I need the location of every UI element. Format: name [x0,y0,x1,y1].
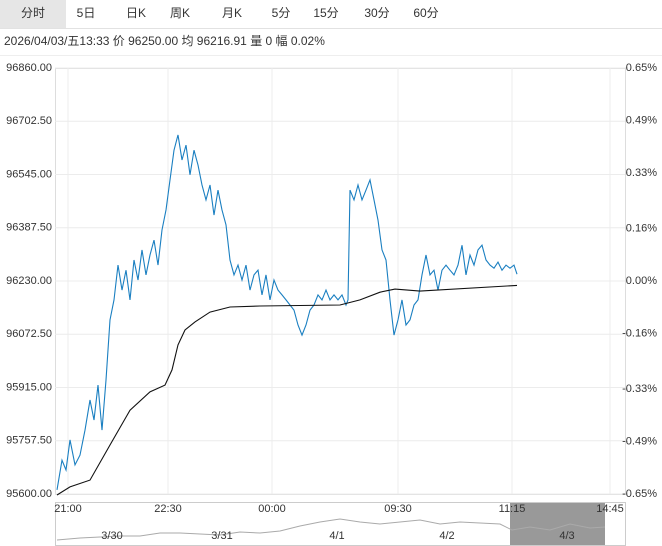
y-tick-label: 96387.50 [6,222,52,234]
x-tick-label: 21:00 [54,503,82,515]
y-tick-label: 96702.50 [6,115,52,127]
tab[interactable]: 15分 [313,6,338,20]
y2-tick-label: -0.33% [622,383,657,395]
y-tick-label: 96860.00 [6,62,52,74]
info-line: 2026/04/03/五13:33 价 96250.00 均 96216.91 … [4,33,325,48]
navigator-label: 4/3 [559,530,574,542]
tab[interactable]: 分时 [21,6,45,20]
series-line [56,284,518,496]
navigator-label: 4/2 [439,530,454,542]
y2-tick-label: 0.16% [626,222,657,234]
tab[interactable]: 5日 [77,6,96,20]
tab[interactable]: 月K [222,6,242,20]
tab-bar [0,0,662,28]
tab[interactable]: 30分 [364,6,389,20]
y2-tick-label: 0.33% [626,167,657,179]
tab-selected-bg [0,0,66,28]
tab[interactable]: 60分 [413,6,438,20]
navigator-line [56,518,606,541]
x-tick-label: 14:45 [596,503,624,515]
y2-tick-label: 0.00% [626,275,657,287]
y2-tick-label: -0.49% [622,435,657,447]
y-tick-label: 95600.00 [6,488,52,500]
y2-tick-label: 0.65% [626,62,657,74]
navigator-label: 3/31 [211,530,232,542]
navigator-label: 3/30 [101,530,122,542]
tab[interactable]: 日K [126,6,146,20]
tab[interactable]: 5分 [272,6,291,20]
y2-tick-label: 0.49% [626,114,657,126]
x-tick-label: 22:30 [154,503,182,515]
x-tick-label: 11:15 [499,503,526,515]
x-tick-label: 00:00 [258,503,286,515]
y2-tick-label: -0.65% [622,488,657,500]
y-tick-label: 96545.00 [6,168,52,180]
y-tick-label: 96072.50 [6,328,52,340]
x-tick-label: 09:30 [384,503,412,515]
y-tick-label: 95915.00 [6,381,52,393]
y2-tick-label: -0.16% [622,327,657,339]
series-line [56,134,518,490]
navigator-window[interactable] [510,503,605,545]
y-tick-label: 95757.50 [6,435,52,447]
tab[interactable]: 周K [170,6,190,20]
navigator-label: 4/1 [329,530,344,542]
y-tick-label: 96230.00 [6,275,52,287]
